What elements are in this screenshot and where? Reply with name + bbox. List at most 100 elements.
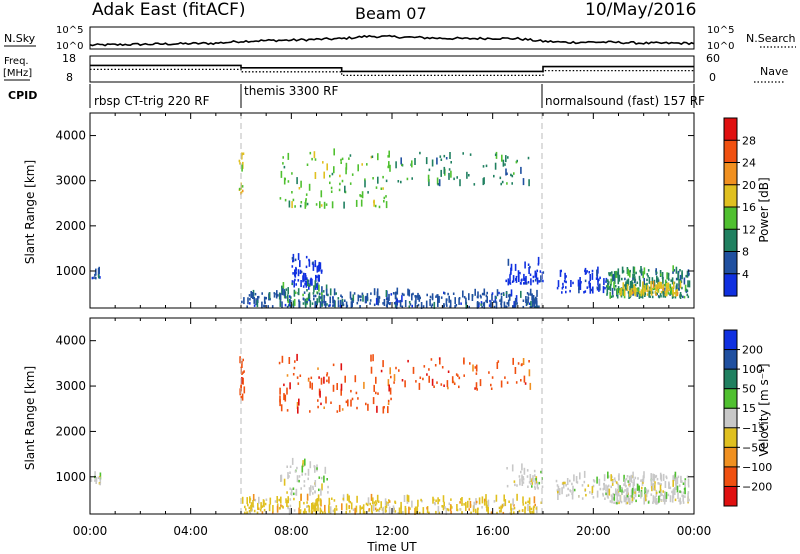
velocity-point [340, 388, 342, 396]
power-point [527, 296, 529, 304]
velocity-point [361, 506, 364, 509]
velocity-point [455, 373, 458, 376]
velocity-point [385, 501, 388, 509]
power-point [503, 301, 506, 309]
velocity-point [248, 510, 251, 513]
power-point [611, 287, 614, 295]
velocity-point [345, 400, 348, 404]
power-point [607, 287, 610, 290]
power-point [565, 280, 567, 284]
velocity-point [514, 483, 516, 487]
power-point [684, 284, 687, 292]
power-point [493, 300, 495, 303]
power-point [279, 299, 282, 307]
velocity-point [447, 386, 449, 390]
velocity-point [556, 489, 559, 492]
power-point [505, 279, 507, 283]
colorbar-swatch [724, 118, 737, 141]
power-point [329, 174, 331, 178]
velocity-point [246, 511, 248, 514]
velocity-point [528, 481, 531, 484]
velocity-point [272, 505, 274, 512]
velocity-point [360, 507, 362, 510]
velocity-point [286, 491, 288, 494]
power-point [268, 292, 271, 300]
power-point [440, 296, 443, 299]
power-point [308, 298, 311, 302]
velocity-point [527, 504, 529, 511]
velocity-point [90, 479, 93, 482]
velocity-point [513, 511, 515, 514]
velocity-point [406, 494, 409, 502]
colorbar-tick-label: 16 [742, 201, 756, 214]
power-point [474, 288, 476, 296]
power-point [349, 154, 352, 157]
power-point [358, 295, 361, 298]
velocity-point [293, 497, 295, 501]
velocity-point [658, 482, 661, 485]
velocity-point [310, 511, 313, 515]
velocity-point [490, 387, 493, 390]
velocity-point [514, 367, 517, 374]
velocity-point [520, 379, 522, 382]
power-point [651, 277, 654, 285]
power-point [392, 292, 395, 295]
power-point [604, 286, 606, 290]
power-point [522, 178, 525, 186]
power-point [562, 282, 564, 286]
velocity-point [390, 375, 392, 379]
power-point [361, 292, 364, 296]
velocity-point [317, 494, 320, 502]
power-point [562, 285, 564, 288]
velocity-point [569, 479, 571, 483]
velocity-point [605, 492, 607, 496]
velocity-point [640, 491, 642, 499]
power-point [375, 297, 378, 305]
velocity-point [640, 479, 642, 482]
velocity-point [370, 366, 373, 374]
velocity-point [536, 481, 539, 489]
velocity-point [610, 494, 613, 497]
power-point [284, 303, 287, 307]
velocity-point [637, 477, 639, 480]
power-point [596, 286, 599, 289]
velocity-point [419, 376, 422, 379]
velocity-point [487, 506, 489, 514]
velocity-point [417, 499, 419, 507]
velocity-point [304, 472, 307, 476]
power-point [299, 271, 302, 274]
power-point [305, 199, 307, 207]
power-point [394, 304, 397, 308]
velocity-point [602, 492, 604, 496]
velocity-point [257, 507, 260, 510]
time-tick-label: 04:00 [173, 524, 208, 538]
power-point [588, 280, 591, 288]
colorbar-frame [723, 329, 738, 507]
velocity-point [617, 492, 620, 496]
power-point [337, 300, 340, 308]
velocity-point [279, 395, 281, 403]
power-point [383, 299, 386, 306]
velocity-point [680, 490, 682, 494]
power-point [360, 199, 363, 207]
power-point [287, 287, 289, 295]
power-point [631, 291, 634, 294]
velocity-point [367, 497, 370, 505]
velocity-point [331, 497, 333, 500]
power-point [449, 305, 451, 308]
power-point [679, 292, 682, 299]
velocity-point [294, 360, 296, 363]
power-point [93, 276, 95, 280]
velocity-point [356, 495, 358, 503]
power-point [291, 280, 294, 283]
power-point [273, 292, 276, 295]
velocity-point [280, 504, 282, 507]
power-point [640, 271, 642, 274]
velocity-point [302, 460, 304, 468]
power-x-ticks [89, 113, 695, 308]
power-point [500, 292, 503, 296]
velocity-point [508, 500, 510, 503]
power-point [522, 305, 525, 309]
power-point [388, 161, 390, 169]
velocity-point [306, 493, 309, 501]
